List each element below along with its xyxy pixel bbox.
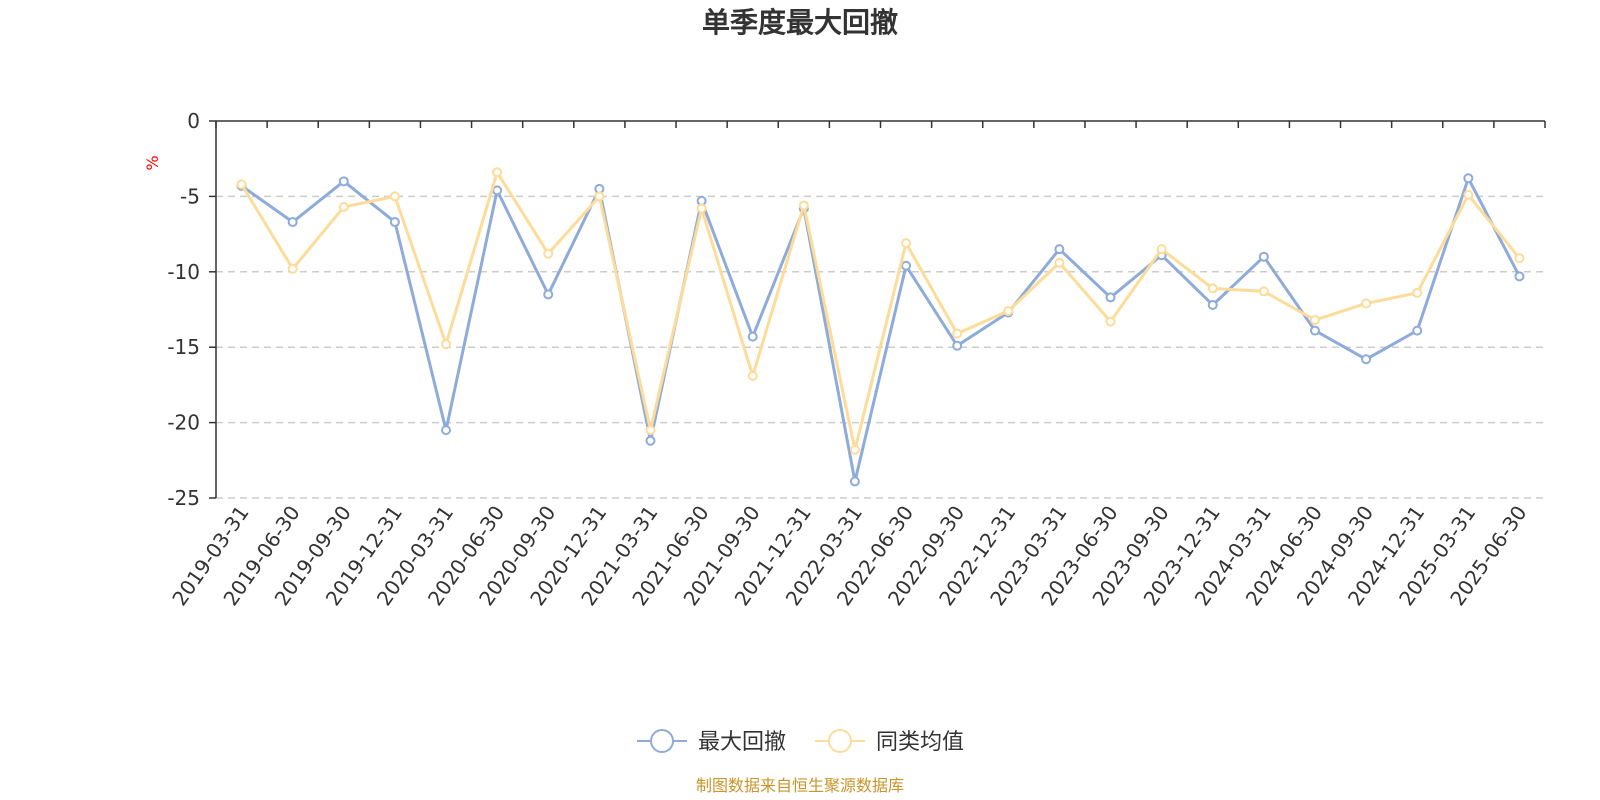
data-point	[798, 200, 809, 211]
data-point	[1258, 286, 1269, 297]
data-point	[901, 260, 912, 271]
data-point	[849, 476, 860, 487]
y-tick-label: -15	[167, 335, 200, 359]
data-point	[492, 167, 503, 178]
series-line	[240, 170, 1521, 452]
series-0	[236, 173, 1525, 487]
data-point	[389, 191, 400, 202]
legend-label: 最大回撤	[698, 730, 786, 755]
data-point	[441, 339, 452, 350]
data-point	[1361, 298, 1372, 309]
data-point	[1105, 316, 1116, 327]
data-point	[747, 331, 758, 342]
data-point	[543, 248, 554, 259]
data-point	[696, 203, 707, 214]
data-point	[1412, 325, 1423, 336]
y-tick-label: -25	[167, 486, 200, 510]
series-1	[236, 167, 1525, 455]
chart-title: 单季度最大回撤	[702, 6, 898, 39]
data-point	[492, 185, 503, 196]
y-tick-label: -10	[167, 260, 200, 284]
data-point	[1156, 244, 1167, 255]
data-point	[747, 370, 758, 381]
data-point	[389, 217, 400, 228]
legend-item-0[interactable]: 最大回撤	[637, 729, 786, 755]
data-point	[543, 289, 554, 300]
series-layer	[236, 167, 1525, 487]
data-point	[1309, 325, 1320, 336]
data-point	[1412, 287, 1423, 298]
y-tick-label: -20	[167, 411, 200, 435]
data-point	[1463, 173, 1474, 184]
data-point	[287, 217, 298, 228]
x-axis-ticks: 2019-03-312019-06-302019-09-302019-12-31…	[167, 121, 1546, 610]
y-axis-unit-label: %	[143, 155, 162, 170]
legend-item-1[interactable]: 同类均值	[815, 729, 964, 755]
data-point	[952, 340, 963, 351]
data-point	[645, 435, 656, 446]
y-tick-label: 0	[187, 109, 200, 133]
data-point	[901, 238, 912, 249]
data-point	[1514, 253, 1525, 264]
data-point	[1361, 354, 1372, 365]
data-point	[1054, 257, 1065, 268]
legend-label: 同类均值	[876, 730, 964, 755]
data-point	[594, 191, 605, 202]
data-point	[1207, 299, 1218, 310]
data-point	[952, 328, 963, 339]
data-point	[1463, 189, 1474, 200]
data-point	[849, 444, 860, 455]
data-point	[236, 179, 247, 190]
data-point	[645, 425, 656, 436]
data-point	[1207, 283, 1218, 294]
data-point	[1054, 244, 1065, 255]
y-axis-ticks: 0 -5 -10 -15 -20 -25	[167, 109, 216, 510]
data-point	[1514, 271, 1525, 282]
source-note: 制图数据来自恒生聚源数据库	[696, 776, 904, 795]
legend[interactable]: 最大回撤 同类均值	[637, 729, 964, 755]
data-point	[1309, 315, 1320, 326]
y-tick-label: -5	[180, 184, 200, 208]
series-line	[240, 176, 1521, 483]
data-point	[338, 176, 349, 187]
data-point	[1258, 251, 1269, 262]
data-point	[338, 201, 349, 212]
data-point	[1105, 292, 1116, 303]
legend-marker-icon	[828, 729, 852, 753]
data-point	[441, 425, 452, 436]
legend-marker-icon	[650, 729, 674, 753]
data-point	[1003, 306, 1014, 317]
data-point	[287, 263, 298, 274]
